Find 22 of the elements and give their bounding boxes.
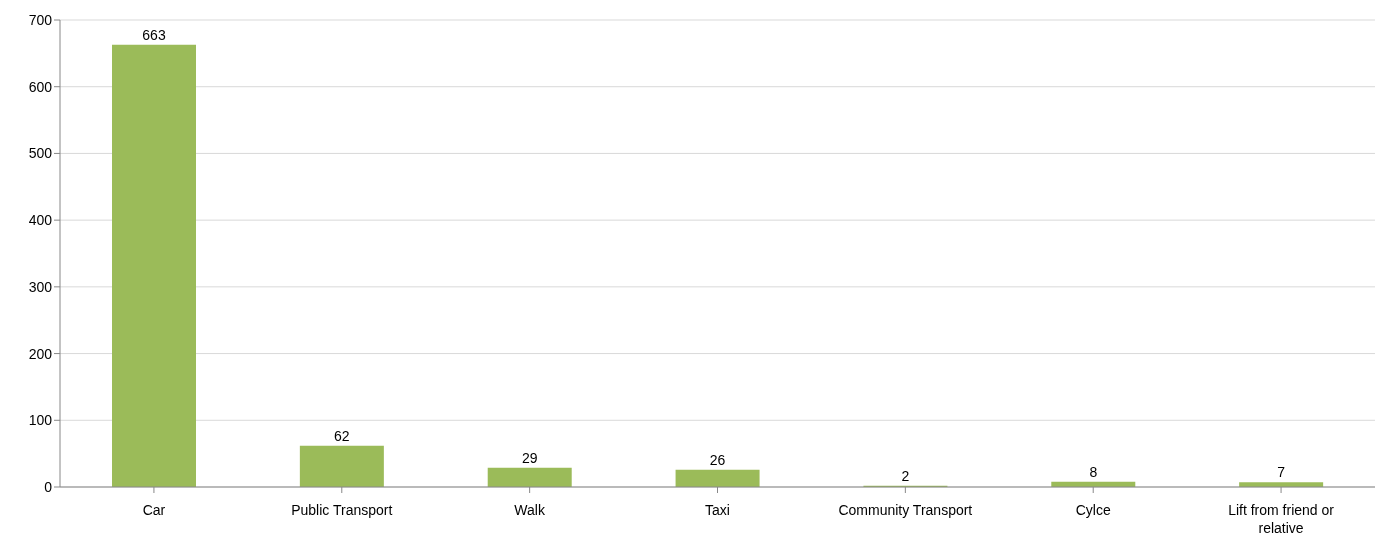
data-label: 29: [521, 449, 538, 466]
y-tick-label: 0: [44, 478, 53, 495]
data-label: 62: [334, 427, 350, 444]
data-label: 8: [1089, 463, 1098, 480]
y-tick-label: 600: [28, 78, 53, 95]
y-tick-label: 100: [28, 412, 53, 429]
x-tick-label: Car: [142, 501, 166, 518]
x-tick-label: Community Transport: [838, 501, 973, 518]
x-tick-label: Taxi: [705, 501, 730, 518]
y-tick-label: 500: [28, 145, 53, 162]
x-tick-label: Public Transport: [291, 501, 393, 518]
data-label: 7: [1277, 464, 1286, 481]
x-tick-label: Lift from friend or relative: [1228, 501, 1335, 536]
data-label: 2: [901, 467, 910, 484]
y-tick-label: 400: [28, 212, 53, 229]
x-tick-label: Cylce: [1075, 501, 1111, 518]
x-tick-label: Walk: [514, 501, 546, 518]
data-label: 663: [142, 26, 166, 43]
y-tick-label: 200: [28, 345, 53, 362]
data-label: 26: [709, 451, 726, 468]
y-tick-label: 700: [28, 11, 53, 28]
y-tick-label: 300: [28, 278, 53, 295]
